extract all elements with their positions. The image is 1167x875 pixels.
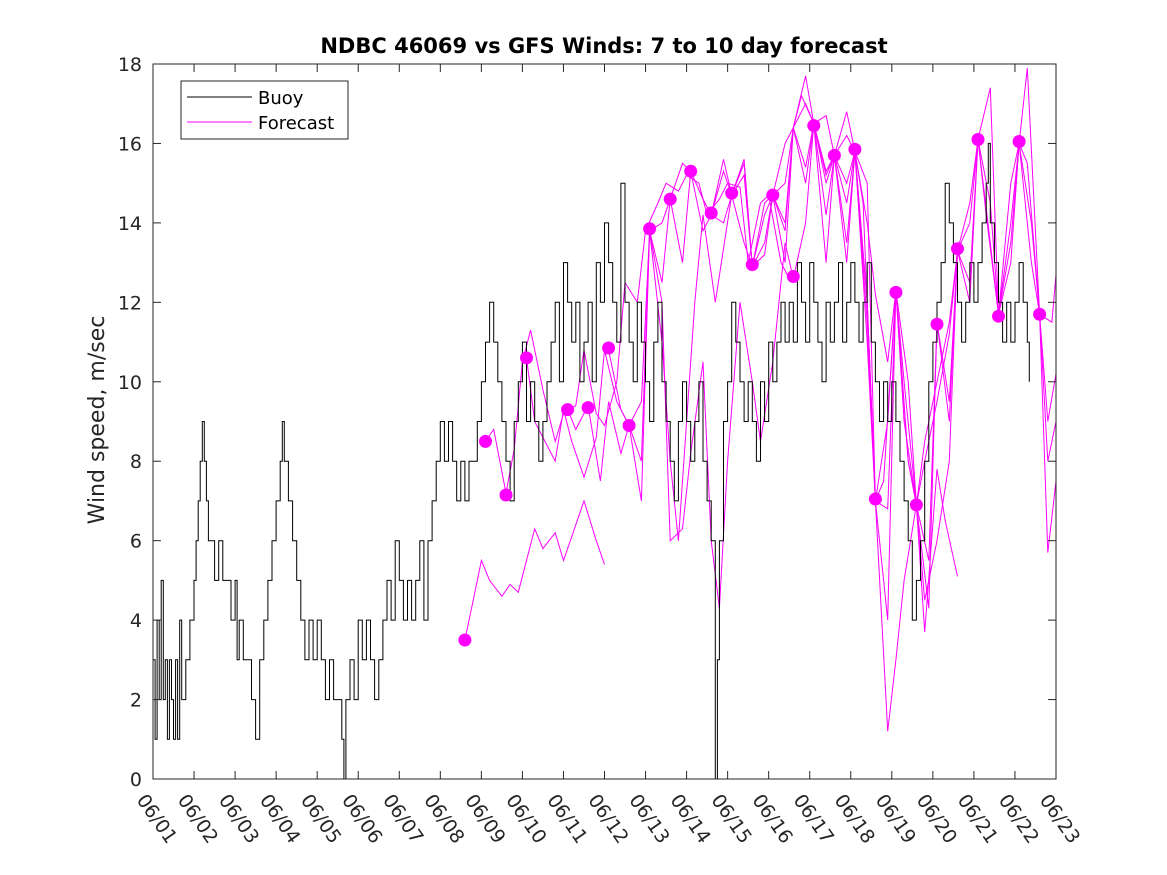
forecast-point-17 (827, 148, 841, 162)
y-tick-label-16: 16 (118, 133, 142, 155)
forecast-point-9 (663, 192, 677, 206)
forecast-point-20 (889, 285, 903, 299)
forecast-point-12 (725, 186, 739, 200)
forecast-point-3 (520, 351, 533, 365)
y-tick-label-12: 12 (118, 292, 142, 314)
legend-box (180, 80, 349, 140)
forecast-point-7 (622, 419, 636, 432)
legend: Buoy Forecast (180, 80, 349, 140)
forecast-point-0 (458, 633, 472, 647)
forecast-point-11 (704, 206, 718, 220)
forecast-point-19 (868, 492, 882, 506)
forecast-point-13 (745, 258, 759, 272)
y-tick-label-18: 18 (118, 54, 142, 76)
forecast-point-21 (909, 498, 923, 512)
buoy-series-group (153, 142, 1030, 780)
plot-area (153, 64, 1056, 779)
forecast-point-8 (643, 222, 657, 236)
forecast-line-6 (710, 123, 1057, 621)
forecast-markers-group (458, 119, 1047, 647)
forecast-line-3 (567, 94, 958, 541)
buoy-line (153, 142, 1030, 780)
forecast-point-16 (807, 119, 821, 133)
forecast-point-27 (1033, 307, 1047, 321)
y-tick-label-8: 8 (130, 451, 142, 473)
forecast-point-1 (479, 434, 492, 448)
legend-forecast-label: Forecast (258, 113, 334, 134)
y-tick-label-6: 6 (130, 531, 142, 553)
y-tick-label-4: 4 (130, 610, 142, 632)
y-tick-label-10: 10 (118, 372, 142, 394)
forecast-point-15 (786, 270, 800, 283)
forecast-point-25 (992, 309, 1005, 323)
forecast-point-4 (561, 403, 575, 417)
forecast-point-24 (971, 133, 985, 146)
chart-title: NDBC 46069 vs GFS Winds: 7 to 10 day for… (320, 34, 887, 58)
y-axis: 0 2 4 6 8 10 12 14 16 18 (118, 54, 1056, 791)
y-axis-label: Wind speed, m/sec (85, 316, 110, 525)
y-tick-label-0: 0 (130, 769, 142, 791)
forecast-point-18 (848, 142, 862, 156)
legend-buoy-label: Buoy (258, 88, 304, 109)
forecast-point-14 (766, 188, 780, 202)
forecast-point-26 (1012, 135, 1026, 148)
forecast-point-10 (684, 164, 698, 178)
forecast-line-0 (464, 499, 605, 641)
forecast-point-6 (602, 341, 616, 355)
y-tick-label-2: 2 (130, 690, 142, 712)
forecast-point-22 (930, 317, 944, 331)
y-tick-label-14: 14 (118, 213, 142, 235)
forecast-point-2 (499, 488, 513, 502)
forecast-point-23 (951, 242, 964, 256)
forecast-point-5 (581, 401, 595, 415)
